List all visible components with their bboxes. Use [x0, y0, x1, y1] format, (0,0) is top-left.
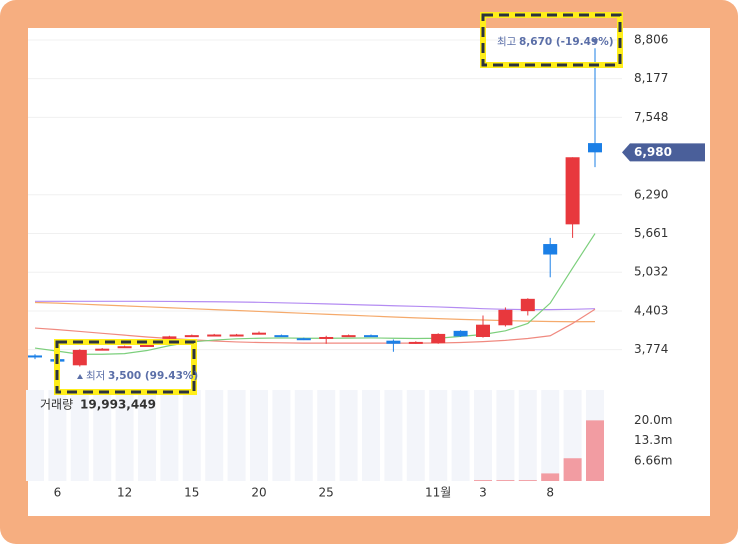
- plot: [28, 39, 622, 481]
- volume-column-bg: [138, 390, 156, 481]
- volume-tick-label: 6.66m: [634, 453, 672, 467]
- volume-column-bg: [70, 390, 89, 481]
- volume-column-bg: [496, 390, 515, 481]
- down-arrow: [592, 39, 598, 44]
- highlight-box: [55, 340, 196, 394]
- moving-average: [35, 300, 596, 311]
- candle-body: [341, 335, 356, 338]
- x-tick-label: 20: [251, 486, 266, 500]
- volume-tick-label: 20.0m: [634, 413, 672, 427]
- volume-column-bg: [518, 390, 537, 481]
- volume-column-bg: [474, 390, 492, 481]
- x-tick-label: 8: [546, 486, 554, 500]
- candle-body: [184, 335, 199, 338]
- volume-bar: [541, 473, 560, 481]
- volume-column-bg: [541, 390, 560, 481]
- y-tick-label: 4,403: [634, 303, 668, 317]
- volume-bar: [518, 480, 537, 481]
- high-value: 8,670 (-19.49%): [519, 36, 614, 48]
- background-columns: [26, 390, 604, 481]
- candle-body: [28, 355, 42, 358]
- volume-column-bg: [115, 390, 134, 481]
- candle-body: [408, 341, 423, 344]
- highlight-box: [481, 13, 622, 67]
- candle-body: [588, 143, 602, 153]
- volume-column-bg: [205, 390, 224, 481]
- up-arrow: [77, 374, 83, 379]
- volume-bar: [496, 480, 515, 481]
- price-badge: [622, 143, 705, 162]
- price-badge-label: 6,980: [634, 145, 672, 159]
- volume-column-bg: [93, 390, 112, 481]
- candle-body: [296, 338, 311, 341]
- volume-bar: [474, 480, 492, 481]
- moving-average: [34, 233, 596, 355]
- candle-body: [431, 333, 446, 344]
- volume-bar: [586, 420, 604, 481]
- y-tick-label: 8,177: [634, 71, 668, 85]
- candle-body: [476, 324, 490, 337]
- y-tick-label: 6,290: [634, 187, 668, 201]
- y-tick-label: 5,661: [634, 226, 668, 240]
- candle-body: [543, 244, 558, 255]
- candle-body: [207, 334, 222, 337]
- y-tick-label: 7,548: [634, 110, 668, 124]
- candle-body: [72, 349, 87, 366]
- volume-column-bg: [294, 390, 313, 481]
- x-tick-label: 6: [54, 486, 62, 500]
- candle-body: [117, 346, 132, 349]
- candle-body: [140, 344, 154, 347]
- candle-body: [498, 309, 513, 326]
- volume-column-bg: [317, 390, 336, 481]
- volume-bar: [563, 458, 582, 481]
- volume-column-bg: [406, 390, 425, 481]
- volume-column-bg: [160, 390, 179, 481]
- y-tick-label: 3,774: [634, 342, 668, 356]
- candle-body: [319, 336, 334, 339]
- volume-column-bg: [362, 390, 380, 481]
- volume-column-bg: [451, 390, 470, 481]
- moving-average: [34, 308, 596, 344]
- low-label: 최저: [86, 370, 105, 382]
- x-tick-label: 3: [479, 486, 487, 500]
- candle-body: [364, 335, 378, 338]
- volume-tick-label: 13.3m: [634, 433, 672, 447]
- volume-column-bg: [182, 390, 201, 481]
- x-tick-label: 25: [319, 486, 334, 500]
- y-tick-label: 5,032: [634, 265, 668, 279]
- volume-column-bg: [339, 390, 358, 481]
- volume-column-bg: [429, 390, 448, 481]
- volume-column-bg: [250, 390, 268, 481]
- candle-body: [229, 334, 244, 337]
- volume-column-bg: [272, 390, 291, 481]
- candle-body: [565, 157, 580, 225]
- volume-column-bg: [48, 390, 67, 481]
- high-label: 최고: [497, 36, 517, 48]
- candle-body: [386, 340, 401, 344]
- volume-title: 거래량: [40, 398, 73, 412]
- low-value: 3,500 (99.43%): [108, 370, 198, 382]
- volume-column-bg: [384, 390, 403, 481]
- volume-column-bg: [26, 390, 44, 481]
- candle-body: [453, 330, 468, 337]
- x-tick-label: 15: [184, 486, 199, 500]
- volume-total: 19,993,449: [80, 398, 156, 412]
- x-tick-label: 11월: [425, 486, 451, 500]
- y-tick-label: 8,806: [634, 32, 668, 46]
- candle-body: [520, 298, 535, 312]
- candle-body: [252, 332, 266, 335]
- candle-body: [162, 336, 177, 339]
- candle-body: [95, 348, 110, 351]
- volume-column-bg: [227, 390, 246, 481]
- candle-body: [274, 335, 289, 338]
- x-tick-label: 12: [117, 486, 132, 500]
